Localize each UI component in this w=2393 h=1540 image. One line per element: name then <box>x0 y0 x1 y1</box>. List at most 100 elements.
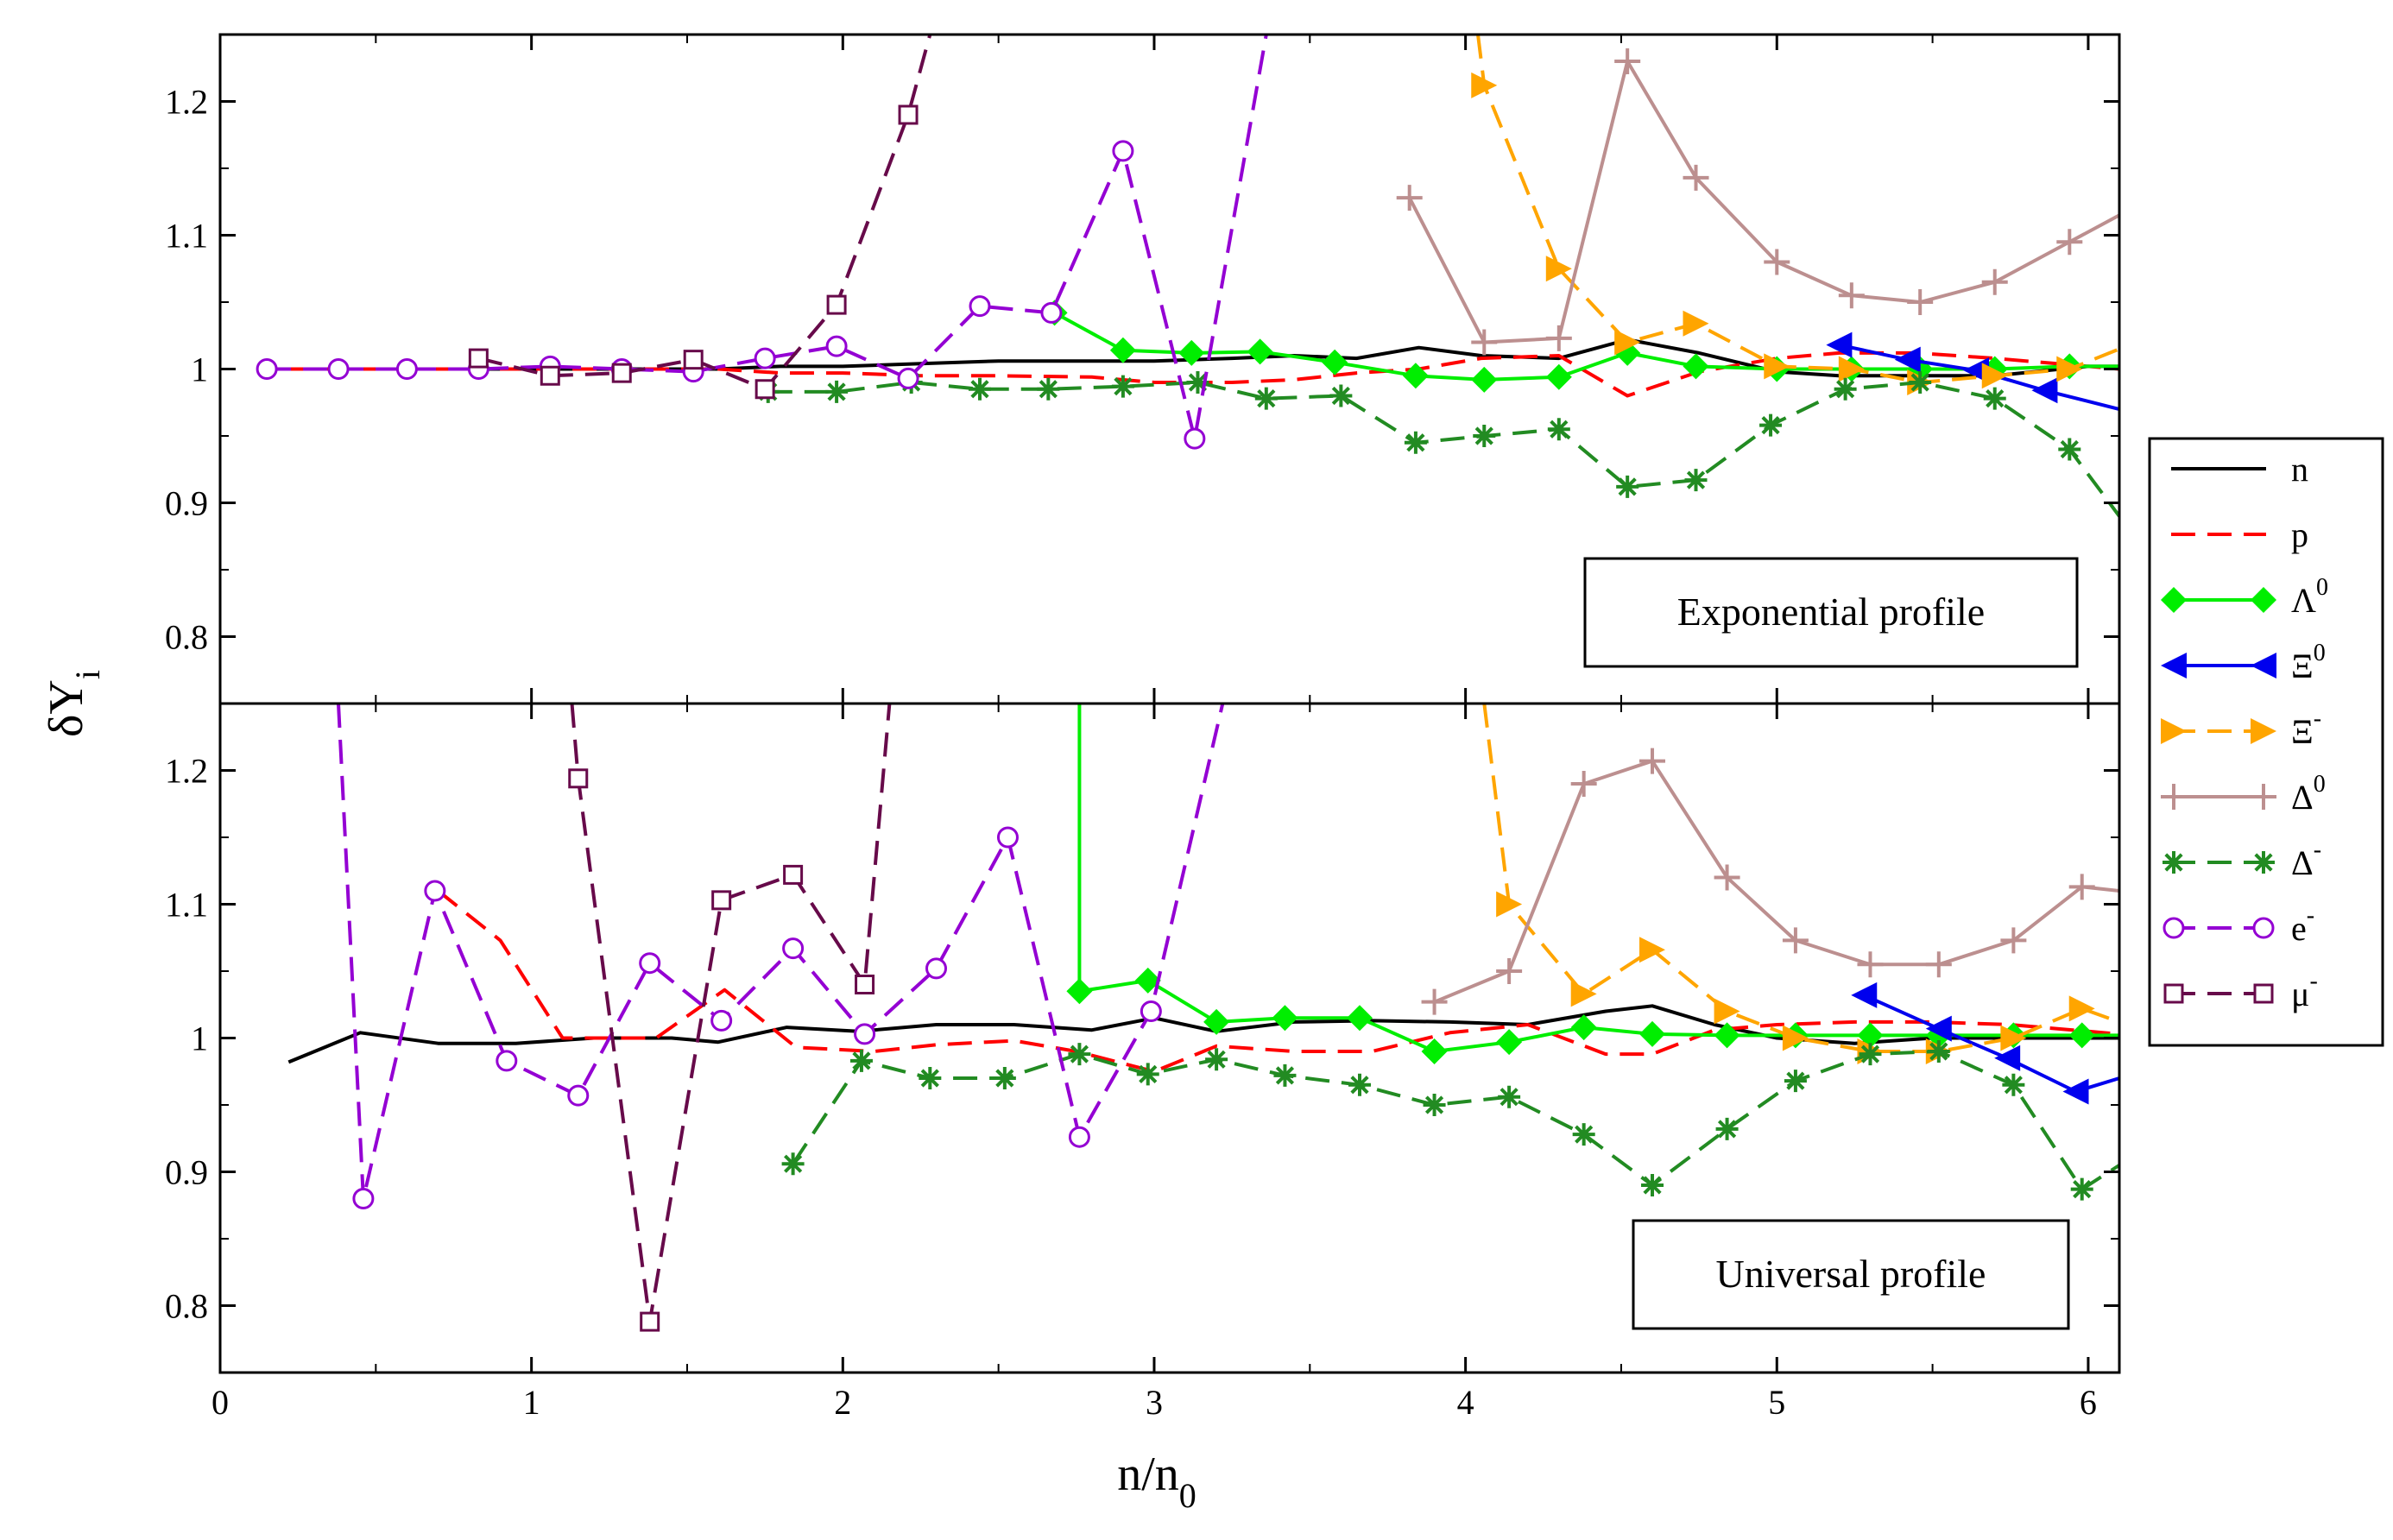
legend-label-superscript: - <box>2307 902 2314 929</box>
data-point-Dm <box>993 1067 1016 1089</box>
legend-label-superscript: - <box>2309 968 2317 994</box>
data-point-e <box>710 1009 733 1032</box>
panel-title-box <box>1632 1219 2070 1330</box>
data-point-Dm <box>825 380 849 403</box>
legend-item-p: p <box>2171 515 2308 554</box>
data-point-e <box>395 358 418 380</box>
data-point-Dm <box>1834 377 1857 401</box>
data-point-Dm <box>1715 1117 1739 1140</box>
legend-item-L0: Λ0 <box>2161 574 2328 620</box>
data-point-Dm <box>849 1049 873 1072</box>
series-e <box>337 704 1225 1209</box>
legend-label-superscript: - <box>2314 705 2321 732</box>
legend-box <box>2148 437 2384 1047</box>
legend-marker <box>2251 718 2276 744</box>
series-Xm <box>1471 35 2119 395</box>
y-tick-label: 0.9 <box>165 1153 208 1192</box>
data-point-L0 <box>1247 338 1273 365</box>
series-line-Dm <box>791 1050 2119 1191</box>
data-point-Xm <box>1614 329 1641 356</box>
data-point-L0 <box>1322 349 1348 376</box>
legend-marker <box>2161 784 2187 810</box>
legend-label: μ- <box>2291 968 2318 1013</box>
data-point-Dm <box>1136 1063 1159 1086</box>
data-point-D0 <box>1764 249 1790 275</box>
data-point-D0 <box>1782 927 1809 954</box>
panel-universal: 0.8 0.9 1 1.1 1.2 Universal profile <box>165 702 2121 1374</box>
data-point-Dm <box>1037 377 1060 401</box>
legend-label: p <box>2291 515 2308 554</box>
data-point-Dm <box>1273 1063 1297 1087</box>
data-point-mu <box>683 350 704 370</box>
panel-title: Exponential profile <box>1677 590 1985 634</box>
data-point-e <box>496 1050 518 1072</box>
data-point-L0 <box>1639 1020 1666 1047</box>
series-line-Xm <box>1476 35 2119 384</box>
data-point-L0 <box>1066 978 1093 1005</box>
data-point-X0 <box>1851 981 1878 1008</box>
x-tick-label: 4 <box>1457 1383 1474 1422</box>
y-tick-label: 0.8 <box>165 1287 208 1326</box>
data-point-L0 <box>1347 1005 1373 1032</box>
y-tick-label: 1.1 <box>165 217 208 256</box>
data-point-D0 <box>1545 325 1572 351</box>
data-point-D0 <box>1683 164 1709 191</box>
data-point-Xm <box>1471 72 1498 98</box>
legend-label-superscript: - <box>2314 836 2321 863</box>
series-line-e <box>267 35 1268 441</box>
data-point-e <box>1140 1000 1162 1022</box>
legend-item-D0: Δ0 <box>2161 771 2326 817</box>
legend-item-mu: μ- <box>2163 968 2318 1013</box>
series-line-p <box>282 350 2119 398</box>
data-point-e <box>897 367 919 389</box>
legend-marker <box>2163 851 2185 874</box>
data-point-Dm <box>1572 1123 1595 1146</box>
data-point-L0 <box>1402 363 1429 389</box>
data-point-Dm <box>1498 1085 1521 1108</box>
data-point-L0 <box>1471 366 1498 393</box>
data-point-D0 <box>1639 748 1666 774</box>
y-tick-label: 1 <box>191 350 208 389</box>
data-point-mu <box>568 768 589 789</box>
data-point-Xm <box>2000 1025 2027 1051</box>
data-point-Dm <box>1068 1043 1091 1066</box>
legend-label: Δ- <box>2291 836 2321 882</box>
data-point-Xm <box>1570 981 1597 1007</box>
legend-label: Λ0 <box>2291 574 2328 620</box>
x-axis-label: n/n0 <box>1117 1448 1196 1515</box>
data-point-X0 <box>2062 1078 2089 1105</box>
legend-marker <box>2161 653 2187 678</box>
data-point-e <box>1112 140 1134 162</box>
data-point-Dm <box>1784 1070 1807 1093</box>
data-point-mu <box>898 104 919 125</box>
x-axis-label-subscript: 0 <box>1179 1476 1196 1515</box>
series-Dm <box>781 1040 2119 1201</box>
data-point-e <box>352 1188 375 1209</box>
data-point-Dm <box>1859 1043 1882 1066</box>
data-point-L0 <box>1272 1005 1298 1032</box>
data-point-X0 <box>1826 331 1853 358</box>
data-point-X0 <box>1925 1015 1952 1042</box>
data-point-mu <box>640 1311 660 1332</box>
legend-label: Ξ- <box>2291 705 2321 751</box>
data-point-e <box>825 335 848 357</box>
data-point-e <box>1184 427 1206 450</box>
data-point-mu <box>540 365 560 386</box>
data-point-D0 <box>1396 185 1423 211</box>
legend-marker <box>2163 983 2184 1004</box>
data-point-D0 <box>1714 864 1740 891</box>
data-point-e <box>782 937 805 960</box>
data-point-Xm <box>1764 353 1790 380</box>
legend-marker <box>2253 983 2274 1004</box>
series-Xm <box>1482 704 2119 1064</box>
data-point-mu <box>611 363 632 383</box>
data-point-e <box>1068 1126 1090 1148</box>
legend-label: n <box>2291 450 2308 489</box>
legend-label-superscript: 0 <box>2316 574 2328 601</box>
legend-marker <box>2251 653 2276 678</box>
data-point-D0 <box>2056 229 2083 256</box>
data-point-D0 <box>1614 48 1641 74</box>
series-line-D0 <box>1407 60 2119 344</box>
data-point-L0 <box>2068 1022 2095 1049</box>
series-D0 <box>1396 48 2119 356</box>
